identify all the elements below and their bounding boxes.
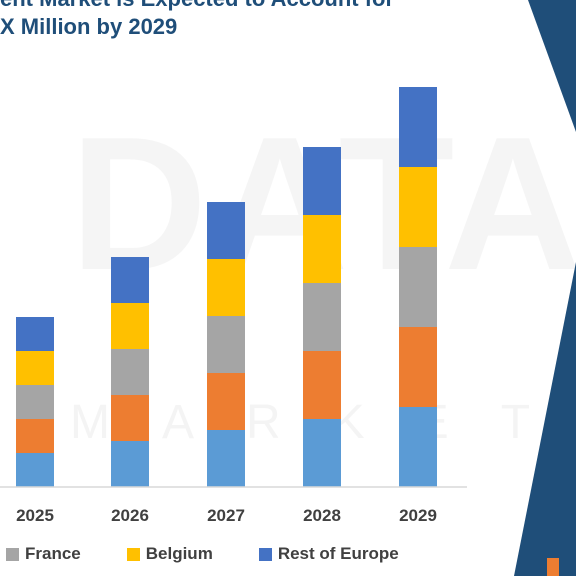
bar-segment-2026-s1 bbox=[111, 395, 149, 441]
bar-segment-2026-s0 bbox=[111, 441, 149, 487]
bar-segment-2027-s1 bbox=[207, 373, 245, 430]
bar-segment-2027-s2 bbox=[207, 316, 245, 373]
legend-label-belgium: Belgium bbox=[145, 544, 213, 563]
legend-label-rest-of-europe: Rest of Europe bbox=[277, 544, 399, 563]
bar-segment-2027-s3 bbox=[207, 259, 245, 316]
legend-swatch-rest-of-europe bbox=[258, 547, 272, 561]
legend-swatch-belgium bbox=[126, 547, 140, 561]
bar-segment-2026-s4 bbox=[111, 257, 149, 303]
x-tick-label-2029: 2029 bbox=[399, 506, 437, 525]
x-tick-label-2028: 2028 bbox=[303, 506, 341, 525]
bar-segment-2026-s3 bbox=[111, 303, 149, 349]
bar-segment-2027-s0 bbox=[207, 430, 245, 487]
bar-segment-2026-s2 bbox=[111, 349, 149, 395]
legend-label-france: France bbox=[25, 544, 81, 563]
decor-triangle-right bbox=[514, 262, 576, 576]
bar-segment-2029-s2 bbox=[399, 247, 437, 327]
bars-layer bbox=[16, 87, 437, 487]
bar-segment-2029-s4 bbox=[399, 87, 437, 167]
x-tick-label-2025: 2025 bbox=[16, 506, 54, 525]
legend-item-france: France bbox=[6, 544, 81, 564]
bar-segment-2029-s0 bbox=[399, 407, 437, 487]
legend: France Belgium Rest of Europe bbox=[6, 544, 445, 564]
legend-item-rest-of-europe: Rest of Europe bbox=[258, 544, 399, 564]
bar-segment-2025-s4 bbox=[16, 317, 54, 351]
x-axis-ticks: 2025 2026 2027 2028 2029 bbox=[16, 506, 437, 525]
decor-triangle-top bbox=[528, 0, 576, 132]
bar-segment-2025-s0 bbox=[16, 453, 54, 487]
decor-accent bbox=[547, 558, 559, 576]
bar-segment-2028-s1 bbox=[303, 351, 341, 419]
legend-item-belgium: Belgium bbox=[126, 544, 213, 564]
bar-segment-2028-s2 bbox=[303, 283, 341, 351]
legend-swatch-france bbox=[6, 547, 19, 561]
bar-segment-2025-s2 bbox=[16, 385, 54, 419]
chart-title-line-2: X Million by 2029 bbox=[0, 14, 178, 39]
bar-segment-2028-s3 bbox=[303, 215, 341, 283]
x-tick-label-2026: 2026 bbox=[111, 506, 149, 525]
bar-segment-2028-s0 bbox=[303, 419, 341, 487]
bar-segment-2025-s1 bbox=[16, 419, 54, 453]
bar-segment-2028-s4 bbox=[303, 147, 341, 215]
chart-title-line-1: ent Market is Expected to Account for bbox=[0, 0, 394, 12]
bar-segment-2025-s3 bbox=[16, 351, 54, 385]
bar-segment-2029-s1 bbox=[399, 327, 437, 407]
x-tick-label-2027: 2027 bbox=[207, 506, 245, 525]
bar-segment-2027-s4 bbox=[207, 202, 245, 259]
bar-segment-2029-s3 bbox=[399, 167, 437, 247]
